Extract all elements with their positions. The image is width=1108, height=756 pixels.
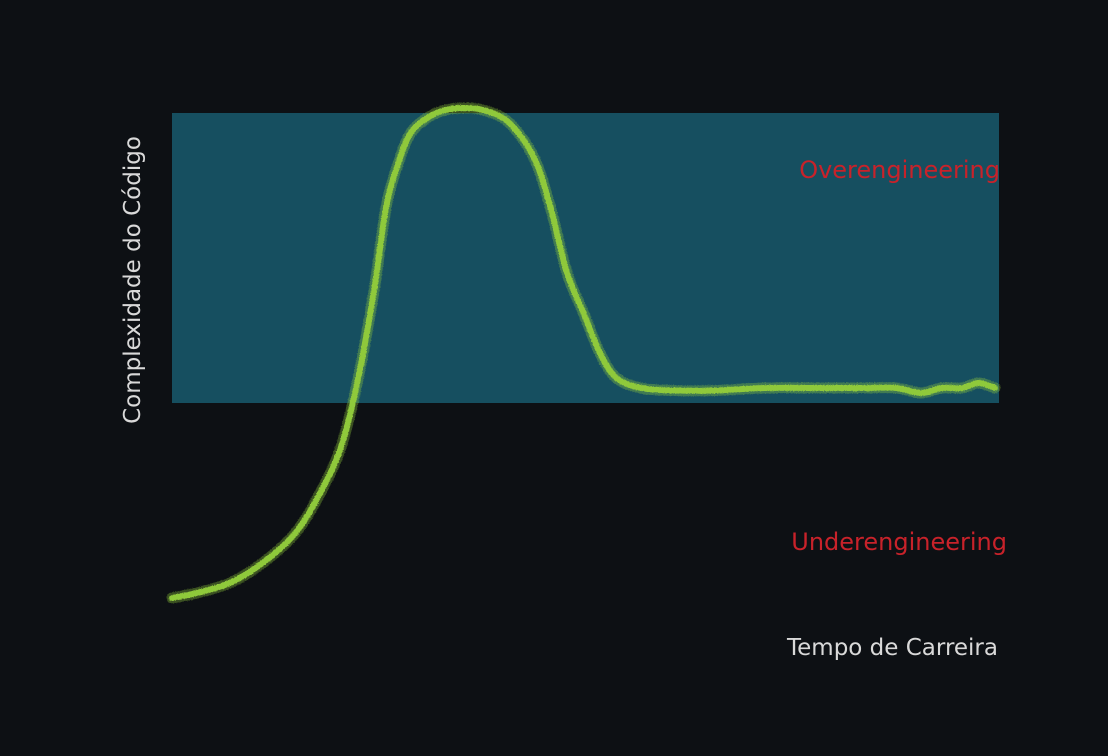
annotation-underengineering: Underengineering (791, 528, 1007, 556)
y-axis-label: Complexidade do Código (120, 136, 146, 424)
x-axis-label: Tempo de Carreira (786, 635, 998, 661)
band-optimal-range (172, 113, 999, 403)
series-line (169, 105, 998, 601)
annotation-overengineering: Overengineering (799, 156, 1000, 184)
